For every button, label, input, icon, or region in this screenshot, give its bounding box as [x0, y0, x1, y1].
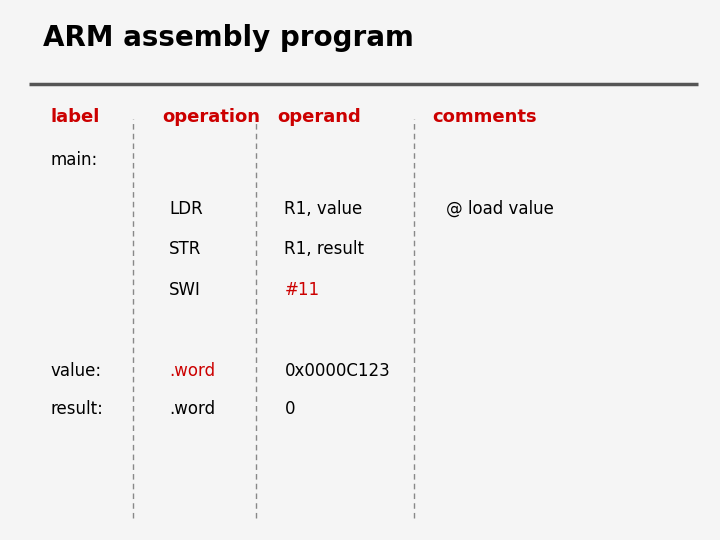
Text: @ load value: @ load value [446, 200, 554, 218]
Text: value:: value: [50, 362, 102, 380]
Text: .word: .word [169, 362, 215, 380]
Text: .word: .word [169, 400, 215, 417]
Text: label: label [50, 108, 100, 126]
Text: R1, value: R1, value [284, 200, 363, 218]
Text: STR: STR [169, 240, 202, 258]
Text: 0: 0 [284, 400, 295, 417]
Text: SWI: SWI [169, 281, 201, 299]
Text: R1, result: R1, result [284, 240, 364, 258]
Text: LDR: LDR [169, 200, 203, 218]
Text: ARM assembly program: ARM assembly program [43, 24, 414, 52]
Text: operand: operand [277, 108, 361, 126]
Text: comments: comments [432, 108, 536, 126]
Text: #11: #11 [284, 281, 320, 299]
Text: operation: operation [162, 108, 260, 126]
Text: 0x0000C123: 0x0000C123 [284, 362, 390, 380]
Text: main:: main: [50, 151, 98, 169]
Text: result:: result: [50, 400, 103, 417]
